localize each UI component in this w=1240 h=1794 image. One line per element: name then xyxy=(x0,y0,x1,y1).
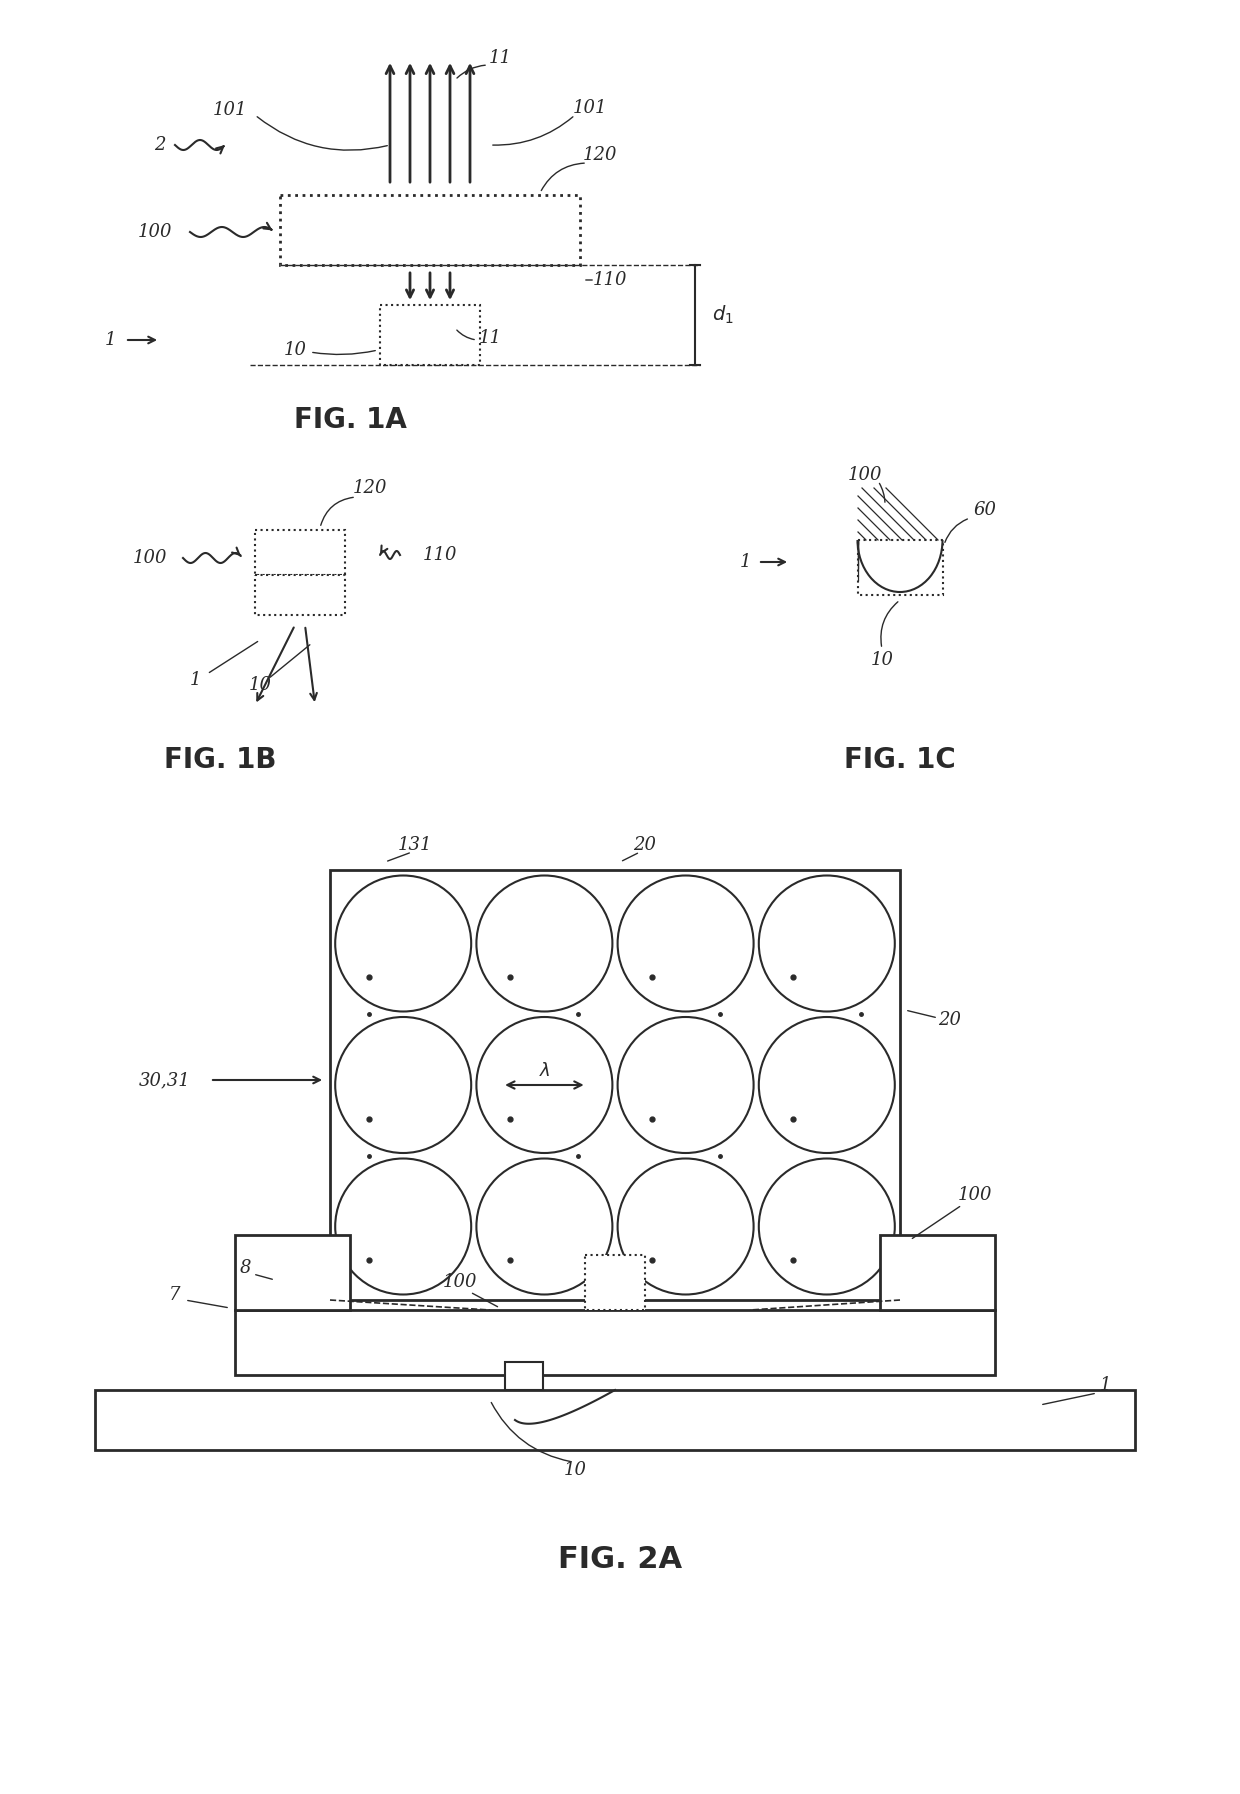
Circle shape xyxy=(476,1017,613,1154)
Text: 1: 1 xyxy=(190,671,201,689)
Text: 120: 120 xyxy=(352,479,387,497)
Text: 8: 8 xyxy=(239,1259,250,1277)
Text: FIG. 1B: FIG. 1B xyxy=(164,746,277,773)
Text: 2: 2 xyxy=(154,136,166,154)
Text: 100: 100 xyxy=(138,222,172,240)
Circle shape xyxy=(618,875,754,1012)
Text: 11: 11 xyxy=(489,48,511,66)
Text: 20: 20 xyxy=(634,836,656,854)
Text: 100: 100 xyxy=(443,1274,477,1292)
Text: 1: 1 xyxy=(104,332,115,350)
Bar xyxy=(858,540,942,596)
Circle shape xyxy=(476,1159,613,1295)
Text: 1: 1 xyxy=(1099,1376,1111,1394)
Bar xyxy=(505,1362,543,1390)
Text: $\lambda$: $\lambda$ xyxy=(538,1062,551,1080)
Bar xyxy=(280,196,580,266)
Text: FIG. 2A: FIG. 2A xyxy=(558,1545,682,1575)
Bar xyxy=(236,1310,994,1374)
Circle shape xyxy=(476,875,613,1012)
Bar xyxy=(236,1234,350,1310)
Text: 20: 20 xyxy=(939,1012,961,1030)
Text: 11: 11 xyxy=(479,328,501,346)
Bar xyxy=(255,576,345,615)
Text: FIG. 1A: FIG. 1A xyxy=(294,405,407,434)
Text: 7: 7 xyxy=(169,1286,181,1304)
Text: 30,31: 30,31 xyxy=(139,1071,191,1089)
Text: 10: 10 xyxy=(563,1460,587,1478)
Circle shape xyxy=(335,1159,471,1295)
Bar xyxy=(330,870,900,1301)
Text: 101: 101 xyxy=(213,100,247,118)
Text: 60: 60 xyxy=(973,501,997,518)
Text: 10: 10 xyxy=(284,341,306,359)
Text: 100: 100 xyxy=(848,466,882,484)
Circle shape xyxy=(759,1017,895,1154)
Bar xyxy=(379,305,480,364)
Circle shape xyxy=(759,1159,895,1295)
Circle shape xyxy=(618,1017,754,1154)
Text: 100: 100 xyxy=(957,1186,992,1204)
Text: 131: 131 xyxy=(398,836,433,854)
Circle shape xyxy=(759,875,895,1012)
Bar xyxy=(880,1234,994,1310)
Bar xyxy=(585,1256,645,1310)
Bar xyxy=(95,1390,1135,1450)
Text: FIG. 1C: FIG. 1C xyxy=(844,746,956,773)
Text: 120: 120 xyxy=(583,145,618,163)
Circle shape xyxy=(335,1017,471,1154)
Text: 110: 110 xyxy=(593,271,627,289)
Text: 10: 10 xyxy=(870,651,894,669)
Text: 101: 101 xyxy=(573,99,608,117)
Text: 10: 10 xyxy=(248,676,272,694)
Text: 1: 1 xyxy=(739,553,750,570)
Circle shape xyxy=(335,875,471,1012)
Text: 100: 100 xyxy=(133,549,167,567)
Text: 110: 110 xyxy=(423,545,458,563)
Circle shape xyxy=(618,1159,754,1295)
Bar xyxy=(255,529,345,576)
Text: $d_1$: $d_1$ xyxy=(712,303,734,327)
